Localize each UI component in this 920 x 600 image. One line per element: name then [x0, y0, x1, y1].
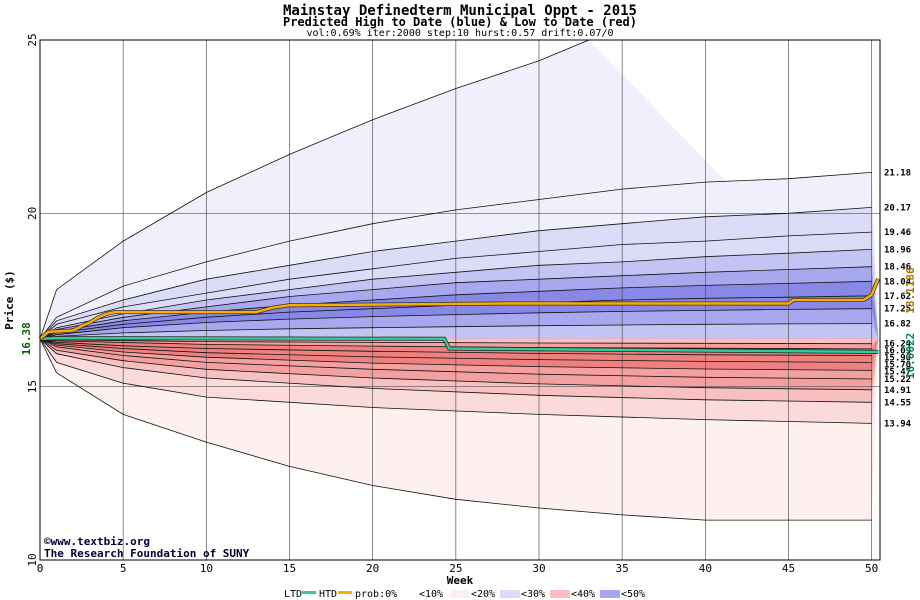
x-tick-label: 5 — [120, 562, 127, 575]
y-tick-label: 10 — [26, 553, 39, 566]
legend-swatch-10 — [450, 590, 470, 598]
contour-line — [39, 231, 872, 340]
legend-ltd-label: LTD — [284, 589, 302, 600]
x-tick-label: 10 — [200, 562, 213, 575]
right-label: 21.18 — [884, 168, 911, 178]
ltd-path — [39, 278, 880, 340]
legend-b50-label: <50% — [621, 589, 645, 600]
contour-line — [39, 338, 872, 424]
right-label: 14.55 — [884, 398, 911, 408]
chart-params: vol:0.69% iter:2000 step:10 hurst:0.57 d… — [306, 28, 613, 39]
contour-line — [39, 338, 872, 371]
x-tick-label: 15 — [283, 562, 296, 575]
right-label: 15.22 — [884, 375, 911, 385]
blue-band-9 — [40, 323, 879, 339]
x-tick-label: 45 — [782, 562, 795, 575]
right-label: 16.09 — [884, 347, 911, 357]
chart-title: Mainstay Definedterm Municipal Oppt - 20… — [283, 3, 637, 19]
right-label: 15.90 — [884, 354, 911, 364]
legend-b30-label: <30% — [521, 589, 545, 600]
plot-frame — [39, 39, 881, 561]
legend-prob-label: prob:0% — [355, 589, 397, 600]
contour-line — [39, 308, 872, 340]
htd-path — [39, 336, 879, 354]
contour-line — [39, 338, 872, 363]
y-tick-label: 25 — [26, 33, 39, 46]
legend-swatch-30 — [550, 590, 570, 598]
y-axis-label: Price ($) — [3, 270, 16, 330]
contour-line — [39, 338, 872, 403]
x-tick-label: 50 — [865, 562, 878, 575]
legend-htd-swatch — [338, 591, 352, 594]
contour-line — [39, 172, 872, 340]
x-tick-label: 20 — [366, 562, 379, 575]
x-tick-label: 40 — [699, 562, 712, 575]
legend-swatch-0 — [398, 590, 418, 598]
price-paths — [38, 277, 881, 354]
contour-line — [39, 295, 872, 340]
contour-line — [39, 338, 872, 391]
x-tick-label: 30 — [532, 562, 545, 575]
right-label: 16.24 — [884, 340, 912, 350]
legend: LTD HTD prob:0% <10% <20% <30% <40% <50% — [284, 589, 645, 600]
chart-subtitle: Predicted High to Date (blue) & Low to D… — [283, 15, 637, 29]
ltd-end-label: 18.1186 — [904, 267, 917, 314]
watermark-line2: The Research Foundation of SUNY — [44, 547, 250, 560]
x-tick-label: 35 — [616, 562, 629, 575]
contour-line — [39, 338, 872, 380]
x-axis-label: Week — [447, 574, 474, 587]
contour-line — [39, 280, 872, 340]
contour-line — [39, 249, 872, 340]
contour-line — [39, 266, 872, 340]
x-tick-label: 0 — [37, 562, 44, 575]
legend-b10-label: <10% — [419, 589, 443, 600]
right-label: 20.17 — [884, 203, 911, 213]
right-label: 18.96 — [884, 245, 911, 255]
start-price-label: 16.38 — [20, 322, 33, 355]
right-label: 18.46 — [884, 263, 911, 273]
right-label: 18.04 — [884, 277, 912, 287]
right-label: 16.82 — [884, 320, 911, 330]
contour-line — [39, 338, 872, 356]
contour-line — [39, 39, 590, 339]
right-label: 14.91 — [884, 386, 911, 396]
y-tick-label: 20 — [26, 207, 39, 220]
x-tick-label: 25 — [449, 562, 462, 575]
legend-swatch-40 — [600, 590, 620, 598]
axes: 0 5 10 15 20 25 30 35 40 45 50 10 15 20 25 — [26, 33, 878, 575]
legend-swatch-20 — [500, 590, 520, 598]
right-label: 17.25 — [884, 305, 911, 315]
y-tick-label: 15 — [26, 380, 39, 393]
legend-b20-label: <20% — [471, 589, 495, 600]
contour-line — [39, 323, 872, 340]
watermark-line1: ©www.textbiz.org — [44, 535, 150, 548]
contour-line — [39, 338, 872, 350]
legend-b40-label: <40% — [571, 589, 595, 600]
htd-end-label: 16.0022 — [904, 333, 917, 379]
contour-line — [39, 338, 872, 521]
right-label: 15.70 — [884, 361, 911, 371]
contour-line — [39, 207, 872, 340]
right-label: 15.47 — [884, 368, 911, 378]
right-label: 17.62 — [884, 292, 911, 302]
legend-ltd-swatch — [302, 591, 316, 594]
right-end-labels: 21.18 20.17 19.46 18.96 18.46 18.04 17.62 17.25… — [884, 168, 912, 429]
right-label: 13.94 — [884, 419, 912, 429]
right-label: 19.46 — [884, 228, 911, 238]
legend-htd-label: HTD — [319, 589, 337, 600]
